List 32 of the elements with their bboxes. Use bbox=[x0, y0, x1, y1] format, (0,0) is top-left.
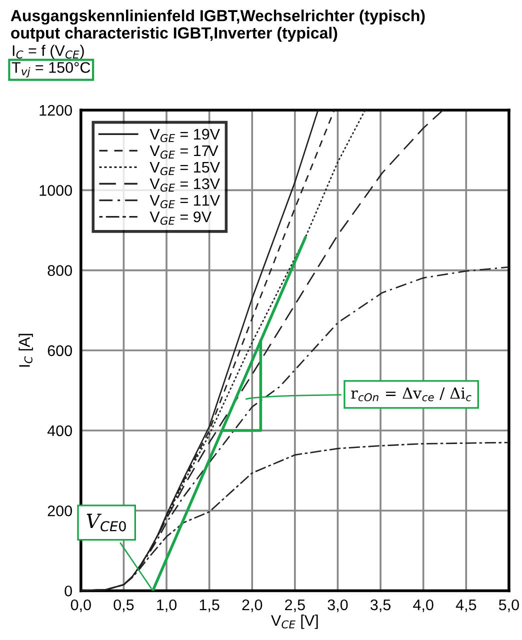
y-tick-label: 1200 bbox=[40, 104, 72, 116]
text: T$_{vj}$ = 150°C bbox=[12, 62, 90, 78]
y-tick-label: 0 bbox=[64, 586, 72, 596]
legend-label: V$_{GE}$ = 17V bbox=[150, 145, 218, 159]
x-tick-label: 1,0 bbox=[157, 599, 177, 612]
x-tick-label: 0,5 bbox=[114, 599, 134, 612]
annotation: r$_{cOn}$ = Δv$_{ce}$ / Δi$_{c}$ bbox=[351, 387, 472, 402]
legend-label: V$_{GE}$ = 9V bbox=[150, 211, 212, 225]
legend-label: V$_{GE}$ = 19V bbox=[150, 128, 220, 142]
x-axis-title: V$_{CE}$ [V] bbox=[271, 614, 318, 629]
y-tick-label: 1000 bbox=[40, 185, 72, 196]
chart-subtitle: output characteristic IGBT,Inverter (typical) bbox=[11, 26, 338, 42]
x-tick-label: 4,0 bbox=[413, 599, 434, 612]
y-tick-label: 400 bbox=[47, 425, 72, 436]
legend-label: V$_{GE}$ = 15V bbox=[150, 162, 220, 176]
legend-label: V$_{GE}$ = 11V bbox=[150, 195, 220, 208]
x-tick-label: 3,0 bbox=[328, 599, 348, 612]
x-tick-label: 4,5 bbox=[456, 600, 476, 612]
y-tick-label: 600 bbox=[48, 345, 72, 356]
text: I$_{C}$ = f (V$_{CE}$) bbox=[12, 44, 84, 60]
legend-label: V$_{GE}$ = 13V bbox=[150, 178, 220, 192]
x-tick-label: 2,0 bbox=[242, 599, 262, 612]
x-tick-label: 3,5 bbox=[370, 599, 391, 612]
y-tick-label: 800 bbox=[48, 265, 72, 276]
y-axis-title: I$_{C}$ [A] bbox=[18, 334, 33, 367]
y-tick-label: 200 bbox=[48, 505, 72, 516]
chart-title: Ausgangskennlinienfeld IGBT,Wechselrichter (typisch) bbox=[10, 10, 425, 25]
x-tick-label: 5,0 bbox=[498, 599, 519, 612]
annotation: V$_{CE0}$ bbox=[86, 514, 126, 532]
x-tick-label: 2,5 bbox=[285, 599, 305, 612]
x-tick-label: 0,0 bbox=[70, 599, 91, 612]
x-tick-label: 1,5 bbox=[200, 600, 220, 612]
